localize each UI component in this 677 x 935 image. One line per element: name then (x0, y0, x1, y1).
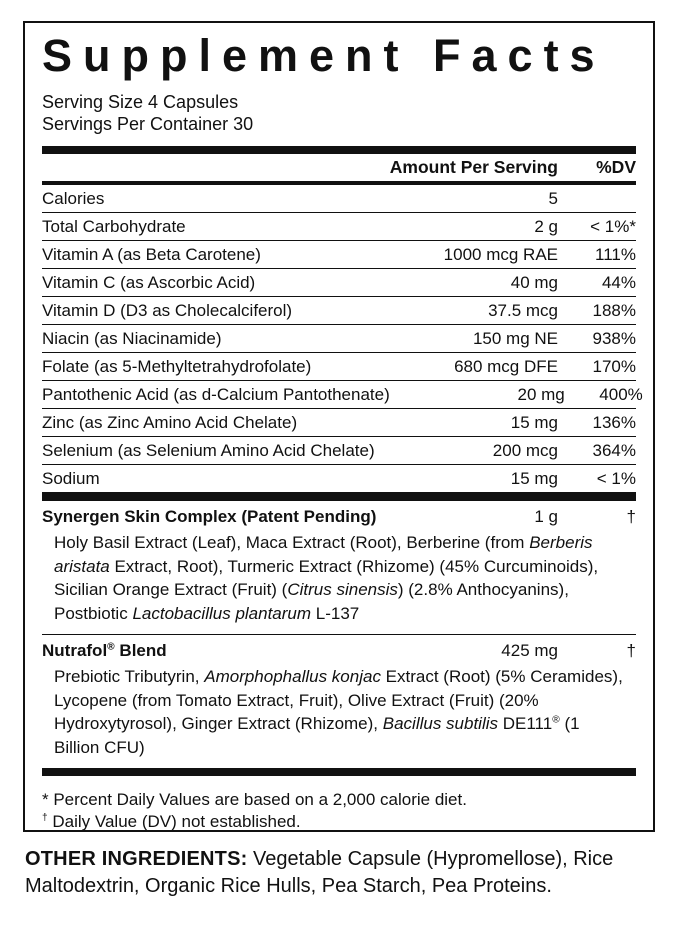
dv-value: 111% (595, 245, 636, 264)
amount-value: 15 mg (510, 413, 558, 432)
nutrient-label: Vitamin A (as Beta Carotene) (42, 245, 261, 264)
servings-per-container: Servings Per Container 30 (42, 114, 254, 134)
amount-value: 37.5 mcg (488, 301, 558, 320)
footnote-dv-not-established: † Daily Value (DV) not established. (42, 812, 301, 831)
supplement-facts-panel: Supplement Facts Serving Size 4 Capsules… (23, 21, 655, 832)
dv-value: 938% (592, 329, 636, 348)
separator-bar-thick (42, 146, 636, 154)
amount-value: 20 mg (517, 385, 565, 404)
panel-title: Supplement Facts (42, 30, 606, 81)
dv-value: 400% (599, 385, 643, 404)
table-row: Total Carbohydrate 2 g < 1%* (42, 212, 636, 240)
footnote-daily-values: * Percent Daily Values are based on a 2,… (42, 790, 467, 809)
amount-value: 150 mg NE (472, 329, 558, 348)
blend-name: Synergen Skin Complex (Patent Pending) (42, 507, 377, 526)
blend-amount: 1 g (534, 507, 558, 526)
separator-bar-medium (42, 181, 636, 185)
blend-section-nutrafol: Nutrafol® Blend 425 mg † Prebiotic Tribu… (42, 635, 636, 759)
blend-header-row: Synergen Skin Complex (Patent Pending) 1… (42, 501, 636, 529)
blend-dv: † (626, 507, 636, 526)
other-ingredients-label: OTHER INGREDIENTS: (25, 848, 248, 870)
amount-value: 200 mcg (492, 441, 558, 460)
blend-header-row: Nutrafol® Blend 425 mg † (42, 635, 636, 663)
table-row: Folate (as 5-Methyltetrahydrofolate) 680 … (42, 352, 636, 380)
nutrient-table: Calories 5 Total Carbohydrate 2 g < 1%* Vitam… (42, 185, 643, 492)
nutrient-label: Total Carbohydrate (42, 217, 186, 236)
table-row: Vitamin D (D3 as Cholecalciferol) 37.5 mc… (42, 296, 636, 324)
table-row: Zinc (as Zinc Amino Acid Chelate) 15 mg 13… (42, 408, 636, 436)
other-ingredients-text: Vegetable Capsule (Hypromellose), Rice M… (25, 848, 614, 897)
amount-per-serving-header: Amount Per Serving (389, 157, 558, 177)
blend-description: Prebiotic Tributyrin, Amorphophallus kon… (54, 667, 623, 757)
separator-bar-thick (42, 768, 636, 776)
table-row: Niacin (as Niacinamide) 150 mg NE 938% (42, 324, 636, 352)
dv-value: 44% (601, 273, 636, 292)
table-row: Vitamin C (as Ascorbic Acid) 40 mg 44% (42, 268, 636, 296)
dv-value: 364% (592, 441, 636, 460)
nutrient-label: Calories (42, 189, 105, 208)
table-row: Vitamin A (as Beta Carotene) 1000 mcg RAE… (42, 240, 636, 268)
table-row: Calories 5 (42, 185, 636, 212)
dv-value: 170% (592, 357, 636, 376)
blend-description: Holy Basil Extract (Leaf), Maca Extract … (54, 533, 599, 623)
table-header: Amount Per Serving %DV (42, 154, 636, 181)
amount-value: 40 mg (510, 273, 558, 292)
nutrient-label: Sodium (42, 469, 100, 488)
nutrient-label: Folate (as 5-Methyltetrahydrofolate) (42, 357, 312, 376)
amount-value: 1000 mcg RAE (443, 245, 558, 264)
serving-size: Serving Size 4 Capsules (42, 92, 239, 112)
dv-value: 188% (592, 301, 636, 320)
blend-name: Nutrafol® Blend (42, 641, 167, 660)
nutrient-label: Selenium (as Selenium Amino Acid Chelate… (42, 441, 375, 460)
amount-value: 5 (548, 189, 558, 208)
nutrient-label: Niacin (as Niacinamide) (42, 329, 222, 348)
dv-value: < 1% (596, 469, 636, 488)
table-row: Pantothenic Acid (as d-Calcium Pantothen… (42, 380, 643, 408)
separator-line (42, 634, 636, 635)
separator-bar-thick (42, 492, 636, 501)
dv-value: 136% (592, 413, 636, 432)
amount-value: 2 g (534, 217, 558, 236)
other-ingredients: OTHER INGREDIENTS: Vegetable Capsule (Hy… (25, 846, 657, 900)
nutrient-label: Zinc (as Zinc Amino Acid Chelate) (42, 413, 298, 432)
nutrient-label: Pantothenic Acid (as d-Calcium Pantothen… (42, 385, 390, 404)
blend-section-synergen: Synergen Skin Complex (Patent Pending) 1… (42, 501, 636, 625)
table-row: Sodium 15 mg < 1% (42, 464, 636, 492)
amount-value: 680 mcg DFE (454, 357, 558, 376)
blend-amount: 425 mg (501, 641, 558, 660)
table-row: Selenium (as Selenium Amino Acid Chelate… (42, 436, 636, 464)
amount-value: 15 mg (510, 469, 558, 488)
blend-dv: † (626, 641, 636, 660)
nutrient-label: Vitamin D (D3 as Cholecalciferol) (42, 301, 293, 320)
dv-value: < 1%* (590, 217, 636, 236)
dv-header: %DV (596, 157, 636, 177)
nutrient-label: Vitamin C (as Ascorbic Acid) (42, 273, 256, 292)
footnotes: * Percent Daily Values are based on a 2,… (42, 789, 636, 831)
